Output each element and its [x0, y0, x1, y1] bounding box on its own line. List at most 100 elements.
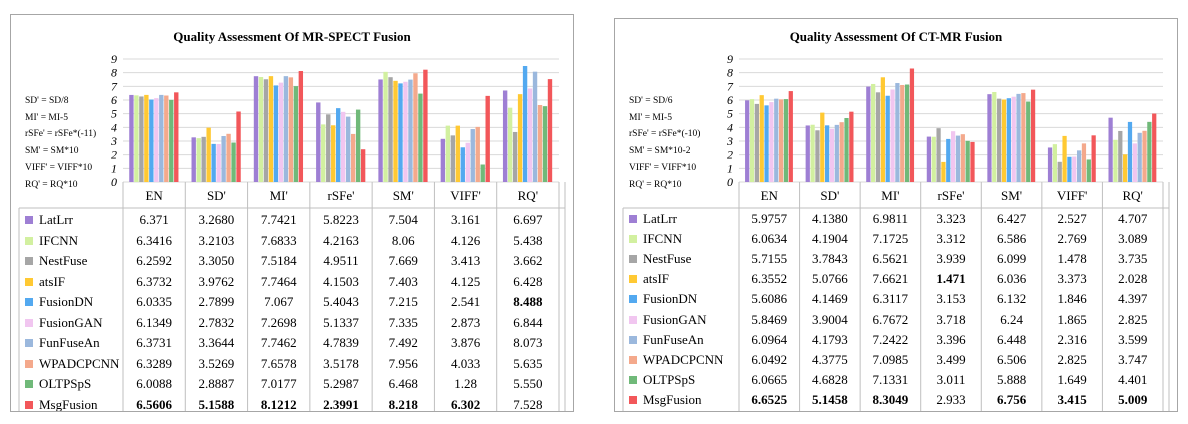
chart-title: Quality Assessment Of MR-SPECT Fusion	[173, 29, 411, 44]
bar	[815, 130, 820, 182]
category-label: rSFe'	[937, 188, 965, 203]
bar	[1147, 121, 1152, 182]
bar	[1076, 150, 1082, 182]
bar	[226, 133, 231, 182]
value-cell: 1.478	[1057, 251, 1087, 267]
series-name: IFCNN	[643, 231, 683, 247]
value-cell: 7.528	[513, 396, 543, 412]
bar	[829, 128, 835, 182]
value-cell: 6.697	[513, 212, 543, 227]
series-name: IFCNN	[39, 232, 79, 248]
bar	[139, 96, 144, 182]
y-tick-label: 1	[111, 161, 117, 175]
bar	[1011, 96, 1016, 182]
bar	[258, 76, 264, 182]
bar	[512, 131, 518, 182]
category-label: MI'	[269, 188, 288, 203]
bar	[283, 76, 289, 182]
bar	[764, 105, 769, 182]
bar	[1137, 132, 1142, 182]
value-cell: 4.1469	[811, 291, 848, 307]
bar	[398, 83, 403, 182]
y-tick-label: 4	[111, 120, 117, 134]
bar	[1081, 143, 1087, 182]
value-cell: 8.06	[391, 232, 415, 248]
value-cell: 3.413	[450, 253, 481, 268]
bar	[1123, 154, 1128, 182]
bar	[1152, 113, 1157, 182]
legend-swatch	[25, 318, 33, 327]
bar	[774, 98, 779, 182]
y-tick-label: 5	[727, 107, 733, 121]
value-cell: 2.769	[1057, 231, 1087, 247]
formula-note: RQ' = RQ*10	[25, 179, 78, 190]
series-name: FunFuseAn	[643, 331, 704, 347]
value-cell: 3.2680	[198, 212, 235, 227]
bar	[1067, 156, 1072, 182]
bar	[1052, 144, 1058, 182]
y-tick-label: 7	[111, 79, 118, 93]
bar	[997, 98, 1002, 182]
value-cell: 6.506	[996, 351, 1027, 367]
value-cell: 1.865	[1057, 311, 1087, 327]
value-cell: 5.550	[513, 376, 543, 391]
value-cell: 5.7155	[751, 251, 788, 267]
value-cell: 6.132	[996, 291, 1027, 307]
bar	[936, 128, 941, 182]
value-cell: 8.073	[513, 335, 543, 350]
bar	[885, 95, 890, 182]
bar	[866, 86, 871, 182]
value-cell: 7.7421	[260, 212, 297, 227]
value-cell: 5.009	[1118, 391, 1148, 407]
table-row: WPADCPCNN 6.0492 4.3775 7.0985 3.499 6.506 2.8…	[615, 352, 1177, 372]
series-name: WPADCPCNN	[39, 355, 120, 371]
value-cell: 3.312	[936, 231, 966, 247]
formula-notes: SD' = SD/6 MI' = MI-5 rSFe' = rSFe*(-10)…	[629, 93, 700, 193]
table-row: OLTPSpS 6.0665 4.6828 7.1331 3.011 5.888 1.649…	[615, 372, 1177, 392]
bar	[465, 142, 470, 182]
value-cell: 7.1725	[872, 231, 909, 247]
bar	[1047, 147, 1053, 182]
value-cell: 5.2987	[323, 376, 359, 391]
value-cell: 4.401	[1118, 371, 1148, 387]
bar	[445, 125, 451, 182]
value-cell: 7.492	[388, 335, 418, 350]
value-cell: 5.8469	[751, 311, 788, 327]
value-cell: 5.635	[513, 355, 543, 371]
value-cell: 7.6621	[872, 271, 909, 287]
value-cell: 6.448	[996, 331, 1027, 347]
value-cell: 6.2592	[136, 253, 173, 268]
bar	[196, 138, 201, 182]
y-tick-label: 6	[111, 93, 117, 107]
value-cell: 3.662	[513, 253, 543, 268]
value-cell: 3.373	[1057, 271, 1087, 287]
bar	[455, 125, 460, 182]
bar	[134, 95, 139, 182]
value-cell: 4.6828	[811, 371, 848, 387]
table-row: FunFuseAn 6.0964 4.1793 7.2422 3.396 6.448 2.3…	[615, 332, 1177, 352]
legend-swatch	[25, 216, 33, 224]
value-cell: 2.527	[1057, 211, 1087, 226]
y-tick-label: 4	[727, 120, 733, 134]
series-name: MsgFusion	[643, 391, 702, 407]
bar	[393, 80, 398, 182]
value-cell: 6.9811	[872, 211, 909, 226]
value-cell: 3.5178	[323, 355, 359, 371]
bar	[1072, 156, 1077, 182]
bar	[253, 76, 259, 182]
value-cell: 6.756	[996, 391, 1027, 407]
bar	[345, 116, 351, 182]
value-cell: 6.0088	[136, 376, 173, 391]
legend-swatch	[25, 400, 33, 409]
bar	[502, 90, 508, 182]
table-row: FusionGAN 6.1349 2.7832 7.2698 5.1337 7.335 2.…	[11, 315, 573, 336]
y-tick-label: 9	[111, 52, 117, 66]
bar	[159, 94, 164, 182]
value-cell: 7.2698	[260, 314, 297, 330]
bar	[542, 106, 548, 182]
y-tick-label: 2	[727, 148, 733, 162]
value-cell: 6.586	[996, 231, 1027, 247]
bar	[350, 133, 356, 182]
formula-note: rSFe' = rSFe*(-11)	[25, 129, 97, 140]
